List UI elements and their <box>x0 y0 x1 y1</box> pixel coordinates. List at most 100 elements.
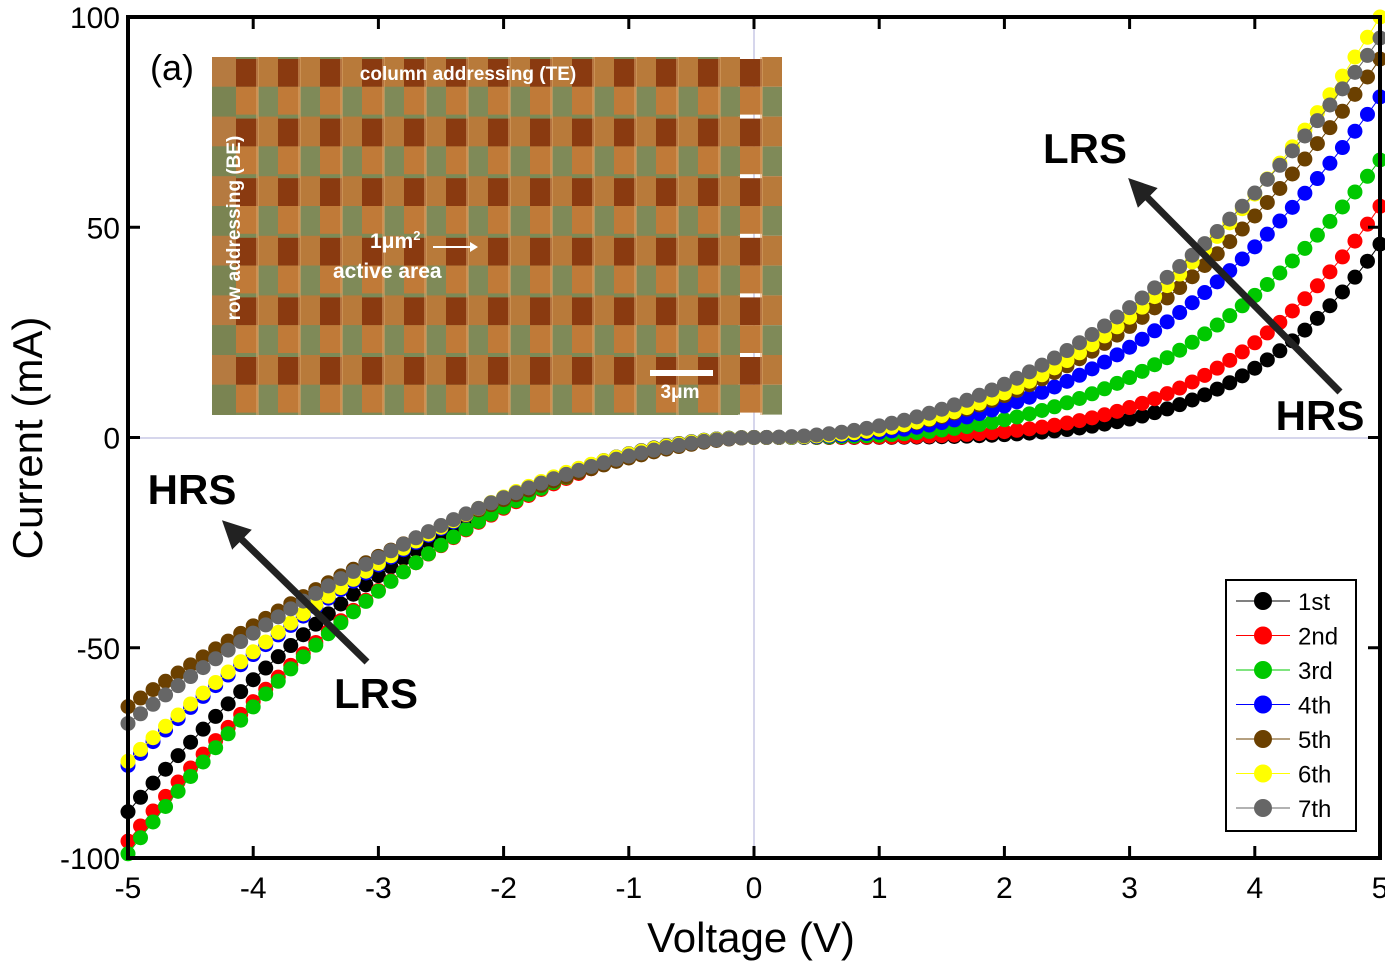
inset-cell <box>236 86 258 115</box>
inset-cell <box>300 355 320 385</box>
inset-cell <box>404 325 426 353</box>
inset-cell <box>342 176 362 206</box>
inset-cell <box>446 206 468 234</box>
data-point <box>1172 280 1188 296</box>
data-point <box>408 555 424 571</box>
inset-cell <box>488 357 510 385</box>
inset-cell <box>212 146 236 177</box>
data-point <box>984 414 1000 430</box>
inset-cell <box>552 57 572 87</box>
inset-cell <box>572 325 594 353</box>
data-point <box>1084 327 1100 343</box>
data-point <box>583 458 599 474</box>
data-point <box>1334 81 1350 97</box>
data-point <box>283 601 299 617</box>
inset-cell <box>278 237 300 266</box>
data-point <box>245 644 261 660</box>
inset-cell <box>446 325 468 353</box>
inset-cell <box>426 206 446 236</box>
data-point <box>1147 391 1163 407</box>
legend-entry: 4th <box>1236 693 1331 720</box>
data-point <box>1147 280 1163 296</box>
legend-box <box>1225 579 1357 832</box>
inset-cell <box>636 235 656 266</box>
annotation-lrs-upper: LRS <box>1043 125 1127 172</box>
data-point <box>283 615 299 631</box>
legend-marker <box>1254 592 1272 610</box>
inset-cell <box>404 297 426 326</box>
data-point <box>1359 29 1375 45</box>
inset-cell <box>698 178 720 206</box>
inset-cell <box>404 237 426 266</box>
inset-cell <box>468 355 488 385</box>
data-point <box>395 564 411 580</box>
inset-cell <box>636 176 656 206</box>
data-point <box>183 669 199 685</box>
inset-cell <box>698 59 720 87</box>
inset-cell <box>656 206 678 234</box>
inset-cell <box>236 325 258 353</box>
data-point <box>446 512 462 528</box>
inset-cell <box>446 59 468 87</box>
inset-area-value: 1μm <box>370 230 413 253</box>
data-point <box>608 451 624 467</box>
data-point <box>1084 386 1100 402</box>
data-point <box>1172 397 1188 413</box>
data-point <box>1284 166 1300 182</box>
data-point <box>283 661 299 677</box>
inset-cell <box>740 237 762 266</box>
inset-cell <box>552 235 572 266</box>
data-point <box>170 707 186 723</box>
inset-cell <box>426 116 446 147</box>
inset-cell <box>446 118 468 147</box>
data-point <box>771 429 787 445</box>
data-point <box>1322 155 1338 171</box>
data-point <box>1159 401 1175 417</box>
inset-cell <box>530 297 552 326</box>
inset-cell <box>594 86 614 117</box>
inset-cell <box>258 295 278 326</box>
inset-cell <box>236 265 258 294</box>
inset-cell <box>762 325 782 355</box>
data-point <box>1297 291 1313 307</box>
inset-cell <box>678 265 698 296</box>
data-point <box>1209 246 1225 262</box>
data-point <box>1072 335 1088 351</box>
inset-cell <box>258 355 278 385</box>
x-tick-label: 5 <box>1372 872 1385 905</box>
arrow-lrs-to-hrs-negative <box>221 520 370 665</box>
inset-cell <box>300 235 320 266</box>
inset-cell <box>342 116 362 147</box>
inset-cell <box>594 57 614 87</box>
data-point <box>1322 264 1338 280</box>
annotation-hrs-left: HRS <box>148 466 237 513</box>
data-point <box>959 392 975 408</box>
x-tick-label: -2 <box>490 872 517 905</box>
data-point <box>433 537 449 553</box>
inset-cell <box>530 357 552 385</box>
inset-cell <box>762 57 782 87</box>
data-point <box>170 678 186 694</box>
inset-cell <box>362 357 384 385</box>
inset-cell <box>320 325 342 353</box>
inset-cell <box>342 146 362 177</box>
inset-cell <box>552 146 572 177</box>
inset-cell <box>698 384 720 413</box>
x-tick-label: -1 <box>615 872 642 905</box>
inset-cell <box>594 265 614 296</box>
data-point <box>170 665 186 681</box>
data-point <box>1359 106 1375 122</box>
legend-label: 1st <box>1298 589 1330 616</box>
data-point <box>1222 375 1238 391</box>
data-point <box>1097 407 1113 423</box>
inset-cell <box>698 118 720 147</box>
inset-cell <box>656 118 678 147</box>
inset-cell <box>720 86 740 117</box>
data-point <box>1172 380 1188 396</box>
y-tick-label: 100 <box>70 2 120 35</box>
inset-cell <box>300 146 320 177</box>
data-point <box>1284 199 1300 215</box>
inset-cell <box>362 118 384 147</box>
data-point <box>596 455 612 471</box>
data-point <box>183 657 199 673</box>
